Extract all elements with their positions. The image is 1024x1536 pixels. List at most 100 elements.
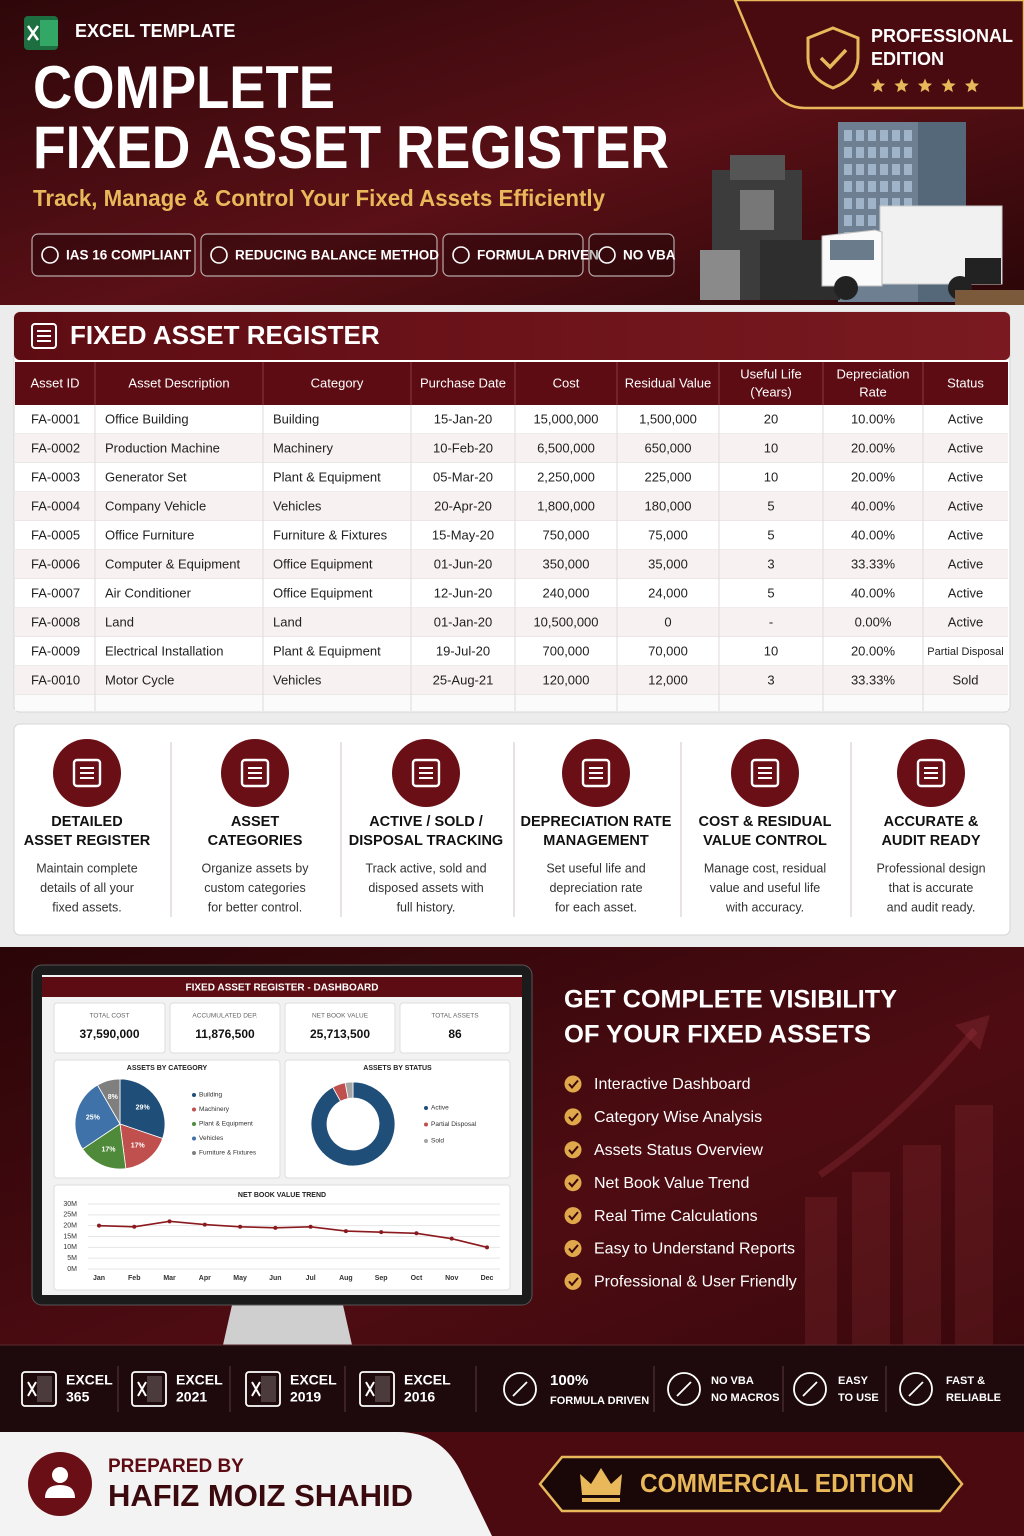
trend-point <box>273 1225 278 1230</box>
trend-point <box>449 1236 454 1241</box>
column-header: Rate <box>859 384 886 399</box>
register-title: FIXED ASSET REGISTER <box>70 320 380 350</box>
trend-point <box>308 1224 313 1229</box>
table-cell: 12-Jun-20 <box>434 585 493 600</box>
table-cell: Active <box>948 469 983 484</box>
legend-swatch <box>424 1139 428 1143</box>
column-header: Status <box>947 375 984 390</box>
building-window <box>856 147 864 158</box>
chart-slice <box>344 1081 354 1099</box>
table-cell: 20.00% <box>851 469 896 484</box>
y-tick-label: 10M <box>63 1244 77 1251</box>
machine-top <box>730 155 785 180</box>
feature-icon-glyph <box>80 767 94 779</box>
feature-text: Professional design <box>876 861 985 875</box>
feature-text: for better control. <box>208 900 303 914</box>
check-icon <box>564 1174 582 1192</box>
highlight-icon <box>793 1372 827 1406</box>
table-cell: FA-0005 <box>31 527 80 542</box>
excel-version-icon-x <box>137 1381 147 1397</box>
x-tick-label: Oct <box>411 1275 423 1282</box>
feature-title: DISPOSAL TRACKING <box>349 833 503 849</box>
table-cell: 225,000 <box>645 469 692 484</box>
table-cell: Motor Cycle <box>105 672 174 687</box>
feature-icon-glyph <box>248 767 262 779</box>
check-icon <box>564 1108 582 1126</box>
table-cell: 180,000 <box>645 498 692 513</box>
y-tick-label: 20M <box>63 1223 77 1230</box>
visibility-item: Assets Status Overview <box>594 1142 763 1159</box>
highlight-icon-glyph <box>802 1381 818 1397</box>
building-window <box>868 147 876 158</box>
kpi-card <box>169 1002 281 1054</box>
template-tag: EXCEL TEMPLATE <box>75 21 235 41</box>
legend-swatch <box>192 1151 196 1155</box>
feature-title: ASSET REGISTER <box>24 833 151 849</box>
author-avatar <box>28 1452 92 1516</box>
kpi-label: ACCUMULATED DEP. <box>192 1013 257 1020</box>
chart-slice <box>82 1123 127 1170</box>
prepared-label: PREPARED BY <box>108 1456 244 1477</box>
trend-point <box>343 1229 348 1234</box>
building-window <box>880 198 888 209</box>
feature-text: value and useful life <box>710 881 821 895</box>
check-mark <box>568 1145 579 1155</box>
highlight-label: FAST & <box>946 1375 985 1387</box>
feature-icon-glyph <box>750 758 780 788</box>
table-cell: 19-Jul-20 <box>436 643 490 658</box>
table-cell: 05-Mar-20 <box>433 469 493 484</box>
table-cell: Office Equipment <box>273 585 373 600</box>
table-cell: Active <box>948 585 983 600</box>
highlight-label: NO MACROS <box>711 1392 779 1404</box>
slice-label: 17% <box>101 1146 116 1153</box>
slice-label: 25% <box>86 1115 101 1122</box>
visibility-heading: GET COMPLETE VISIBILITY <box>564 986 897 1014</box>
table-cell: 0.00% <box>855 614 892 629</box>
table-cell: Company Vehicle <box>105 498 206 513</box>
excel-version-icon-sheet <box>375 1376 390 1402</box>
subtitle: Track, Manage & Control Your Fixed Asset… <box>33 185 605 211</box>
edition-name: COMMERCIAL EDITION <box>640 1468 914 1498</box>
table-row-bg <box>15 521 1008 550</box>
feature-title: DEPRECIATION RATE <box>521 814 672 830</box>
x-tick-label: Mar <box>163 1275 176 1282</box>
table-row-bg <box>15 463 1008 492</box>
table-cell: FA-0004 <box>31 498 80 513</box>
building-window <box>880 164 888 175</box>
legend-swatch <box>192 1122 196 1126</box>
trend-point <box>202 1222 207 1227</box>
table-cell: Sold <box>952 672 978 687</box>
feature-text: depreciation rate <box>549 881 642 895</box>
excel-version-icon-x <box>365 1381 375 1397</box>
x-tick-label: Nov <box>445 1275 458 1282</box>
table-cell: Computer & Equipment <box>105 556 241 571</box>
building-window <box>892 130 900 141</box>
table-cell: 5 <box>767 498 774 513</box>
table-cell: 5 <box>767 585 774 600</box>
feature-text: that is accurate <box>889 881 974 895</box>
table-cell: 35,000 <box>648 556 688 571</box>
feature-title: VALUE CONTROL <box>703 833 827 849</box>
author-panel <box>0 1432 492 1536</box>
kpi-label: TOTAL ASSETS <box>431 1013 479 1020</box>
shield-icon <box>806 26 860 90</box>
trend-point <box>132 1224 137 1229</box>
kpi-value: 11,876,500 <box>195 1027 255 1041</box>
highlight-icon <box>667 1372 701 1406</box>
highlight-label: EASY <box>838 1375 869 1387</box>
building-window <box>856 198 864 209</box>
building-window <box>856 215 864 226</box>
feature-icon-glyph <box>758 767 772 779</box>
table-cell: - <box>769 614 773 629</box>
building-window <box>880 181 888 192</box>
dashboard-title: FIXED ASSET REGISTER - DASHBOARD <box>186 983 379 994</box>
column-header: (Years) <box>750 384 791 399</box>
feature-icon-glyph <box>72 758 102 788</box>
visibility-item: Real Time Calculations <box>594 1208 758 1225</box>
table-cell: FA-0001 <box>31 411 80 426</box>
feature-text: fixed assets. <box>52 900 121 914</box>
legend-swatch <box>192 1093 196 1097</box>
visibility-item: Category Wise Analysis <box>594 1109 762 1126</box>
excel-version-icon <box>359 1371 395 1407</box>
